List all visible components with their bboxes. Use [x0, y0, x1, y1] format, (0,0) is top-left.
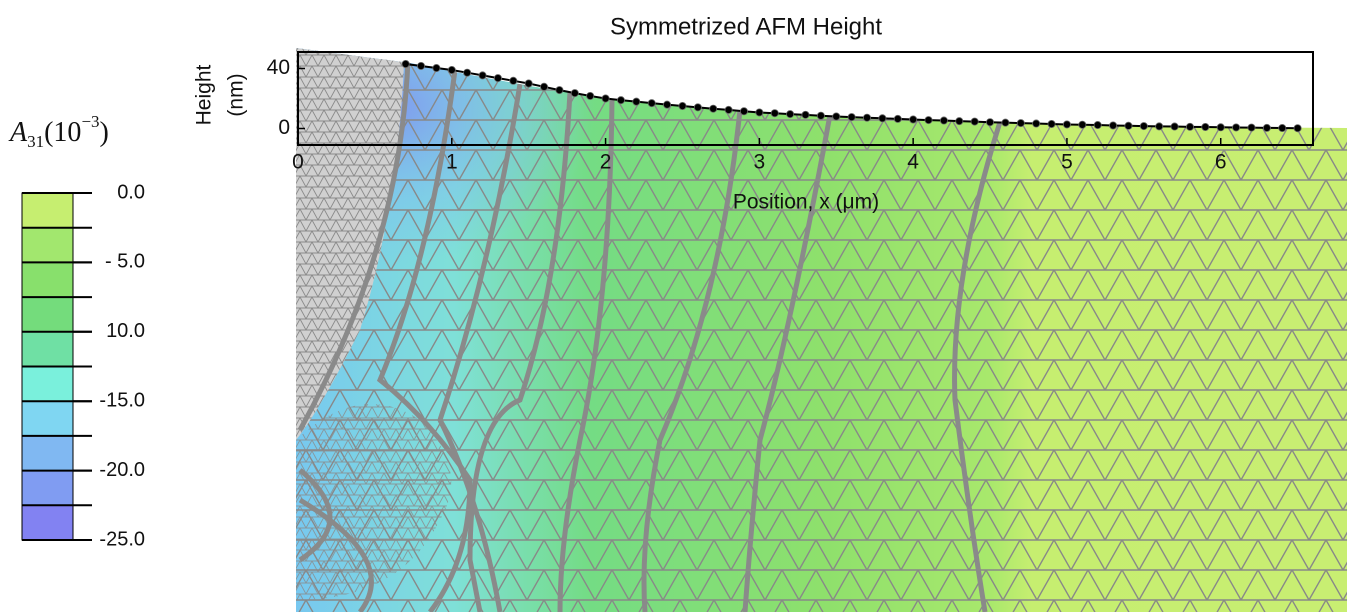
data-point	[925, 117, 932, 124]
colorbar-label-part: 31	[27, 132, 44, 151]
data-point	[571, 90, 578, 97]
data-point	[417, 62, 424, 69]
data-point	[1294, 125, 1301, 132]
data-point	[648, 100, 655, 107]
data-point	[633, 98, 640, 105]
data-point	[833, 113, 840, 120]
data-point	[1063, 121, 1070, 128]
data-point	[1048, 120, 1055, 127]
data-point	[433, 64, 440, 71]
data-point	[1140, 123, 1147, 130]
colorbar-box	[22, 193, 73, 228]
data-point	[1186, 123, 1193, 130]
data-point	[802, 111, 809, 118]
data-point	[663, 101, 670, 108]
data-point	[1002, 119, 1009, 126]
data-point	[787, 111, 794, 118]
colorbar-tick-label: -20.0	[99, 459, 145, 481]
x-tick-label: 0	[292, 151, 304, 174]
data-point	[725, 106, 732, 113]
data-point	[710, 105, 717, 112]
y-tick-label: 40	[267, 56, 290, 79]
colorbar-box	[22, 436, 73, 471]
x-tick-label: 6	[1215, 151, 1227, 174]
data-point	[1263, 124, 1270, 131]
y-axis-label: Height	[193, 64, 216, 125]
colorbar-box	[22, 228, 73, 263]
data-point	[448, 66, 455, 73]
data-point	[679, 102, 686, 109]
data-point	[817, 112, 824, 119]
data-point	[910, 116, 917, 123]
data-point	[556, 87, 563, 94]
data-point	[848, 114, 855, 121]
data-point	[1217, 124, 1224, 131]
data-point	[740, 108, 747, 115]
colorbar-label-part: )	[100, 117, 109, 148]
data-point	[894, 115, 901, 122]
data-point	[1079, 121, 1086, 128]
data-point	[986, 119, 993, 126]
colorbar-box	[22, 471, 73, 506]
data-point	[525, 80, 532, 87]
data-point	[540, 83, 547, 90]
x-tick-label: 2	[600, 151, 612, 174]
figure: A31(10−3)0.0- 5.010.0-15.0-20.0-25.0Symm…	[0, 0, 1347, 612]
colorbar-label-part: A	[8, 117, 28, 148]
data-point	[494, 75, 501, 82]
data-point	[1233, 124, 1240, 131]
colorbar-box	[22, 332, 73, 367]
colorbar-box	[22, 297, 73, 332]
data-point	[587, 92, 594, 99]
data-point	[510, 77, 517, 84]
x-axis-label: Position, x (μm)	[733, 191, 879, 214]
chart-title: Symmetrized AFM Height	[610, 13, 882, 40]
data-point	[971, 118, 978, 125]
y-tick-label: 0	[278, 116, 290, 139]
data-point	[940, 117, 947, 124]
data-point	[694, 104, 701, 111]
data-point	[464, 69, 471, 76]
data-point	[1017, 120, 1024, 127]
data-point	[402, 60, 409, 67]
data-point	[879, 115, 886, 122]
data-point	[1279, 124, 1286, 131]
data-point	[1125, 122, 1132, 129]
colorbar-tick-label: 0.0	[117, 181, 145, 203]
data-point	[1033, 120, 1040, 127]
colorbar-box	[22, 262, 73, 297]
data-point	[602, 95, 609, 102]
data-point	[771, 110, 778, 117]
data-point	[1248, 124, 1255, 131]
data-point	[1202, 123, 1209, 130]
data-point	[1171, 123, 1178, 130]
page: A31(10−3)0.0- 5.010.0-15.0-20.0-25.0Symm…	[0, 0, 1347, 612]
colorbar-tick-label: 10.0	[106, 320, 145, 342]
colorbar-tick-label: -25.0	[99, 528, 145, 550]
data-point	[863, 114, 870, 121]
colorbar-tick-label: -15.0	[99, 389, 145, 411]
colorbar-label-part: −3	[81, 112, 99, 131]
colorbar-label: A31(10−3)	[8, 112, 109, 151]
data-point	[756, 109, 763, 116]
x-tick-label: 1	[446, 151, 458, 174]
y-axis-label: (nm)	[225, 73, 248, 116]
data-point	[956, 118, 963, 125]
colorbar-label-part: (10	[44, 117, 81, 148]
colorbar-box	[22, 367, 73, 402]
colorbar-tick-label: - 5.0	[105, 251, 145, 273]
data-point	[1109, 122, 1116, 129]
x-tick-label: 3	[754, 151, 766, 174]
data-point	[1156, 123, 1163, 130]
colorbar-box	[22, 505, 73, 540]
data-point	[1094, 121, 1101, 128]
data-point	[479, 72, 486, 79]
data-point	[617, 97, 624, 104]
colorbar-box	[22, 401, 73, 436]
x-tick-label: 4	[907, 151, 919, 174]
x-tick-label: 5	[1061, 151, 1073, 174]
